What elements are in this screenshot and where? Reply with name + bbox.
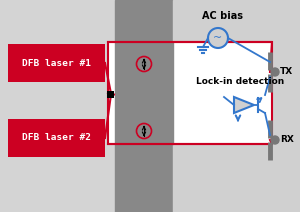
Text: Lock-in detection: Lock-in detection: [196, 78, 284, 86]
Circle shape: [271, 136, 279, 144]
Text: RX: RX: [280, 135, 294, 145]
Text: AC bias: AC bias: [202, 11, 244, 21]
Text: DFB laser #1: DFB laser #1: [22, 59, 91, 67]
Bar: [107, 91, 114, 98]
Bar: [115, 42, 173, 144]
Bar: [8, 119, 105, 157]
Text: TX: TX: [280, 67, 293, 77]
Bar: [115, 0, 173, 212]
Bar: [108, 42, 272, 144]
Circle shape: [208, 28, 228, 48]
Text: DFB laser #2: DFB laser #2: [22, 134, 91, 142]
Bar: [108, 42, 272, 144]
Bar: [173, 0, 300, 212]
Text: ~: ~: [213, 32, 223, 42]
Circle shape: [271, 68, 279, 76]
Bar: [8, 44, 105, 82]
Polygon shape: [234, 97, 254, 113]
